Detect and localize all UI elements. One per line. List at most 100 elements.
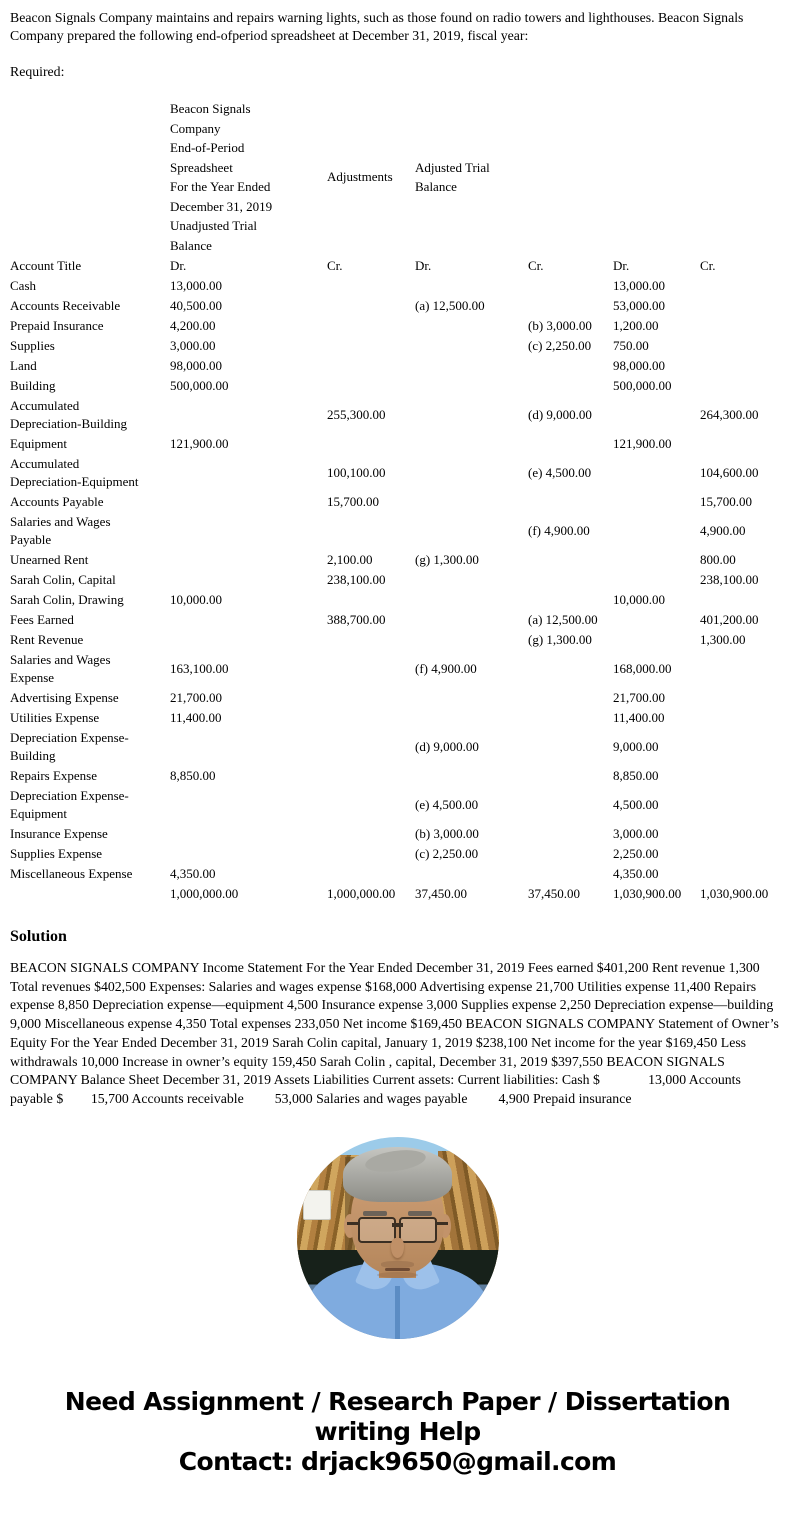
company-name: Beacon Signals Company	[170, 101, 251, 136]
amount-cell: 238,100.00	[700, 572, 759, 587]
table-row: Accounts Payable 15,700.00 15,700.00	[10, 492, 794, 512]
column-header-row: Account Title Dr. Cr. Dr. Cr. Dr. Cr.	[10, 256, 794, 276]
amount-cell: 10,000.00	[170, 592, 222, 607]
photo-glasses-bridge	[392, 1222, 403, 1227]
amount-cell: 13,000.00	[613, 278, 665, 293]
footer-line-1: Need Assignment / Research Paper / Disse…	[64, 1387, 731, 1416]
amount-cell	[415, 336, 528, 356]
amount-cell	[700, 824, 794, 844]
amount-cell	[613, 610, 700, 630]
totals-row: 1,000,000.00 1,000,000.00 37,450.00 37,450.…	[10, 884, 794, 904]
amount-cell: 1,200.00	[613, 318, 659, 333]
amount-cell: 11,400.00	[170, 710, 222, 725]
amount-cell: 53,000.00	[613, 298, 665, 313]
amount-cell: 255,300.00	[327, 407, 386, 422]
adjusted-group-cell: Adjusted Trial Balance	[415, 98, 528, 256]
amount-cell	[528, 786, 613, 824]
amount-cell	[415, 570, 528, 590]
amount-cell: 1,300.00	[700, 632, 746, 647]
account-title-cell: Depreciation Expense-Building	[10, 730, 129, 763]
amount-cell	[327, 630, 415, 650]
amount-cell: 1,030,900.00	[613, 886, 682, 901]
statement-name: End-of-Period Spreadsheet	[170, 140, 245, 175]
table-row: Equipment 121,900.00 121,900.00	[10, 434, 794, 454]
amount-cell	[327, 356, 415, 376]
spreadsheet-title: Beacon Signals Company End-of-Period Spr…	[170, 99, 288, 255]
amount-cell: 163,100.00	[170, 661, 229, 676]
amount-cell	[415, 630, 528, 650]
amount-cell	[327, 434, 415, 454]
amount-cell: (f) 4,900.00	[415, 661, 477, 676]
account-title-cell: Cash	[10, 278, 36, 293]
amount-cell: 21,700.00	[613, 690, 665, 705]
column-header-dr: Dr.	[613, 258, 630, 273]
amount-cell	[613, 550, 700, 570]
table-row: Sarah Colin, Capital 238,100.00 238,100.00	[10, 570, 794, 590]
amount-cell	[700, 376, 794, 396]
account-title-cell: Rent Revenue	[10, 632, 84, 647]
amount-cell	[528, 550, 613, 570]
amount-cell	[327, 376, 415, 396]
amount-cell	[415, 276, 528, 296]
column-header-cr: Cr.	[528, 258, 544, 273]
amount-cell	[700, 316, 794, 336]
amount-cell	[170, 610, 327, 630]
amount-cell: 4,500.00	[613, 797, 659, 812]
amount-cell: 4,350.00	[170, 866, 216, 881]
amount-cell	[170, 630, 327, 650]
amount-cell: (d) 9,000.00	[528, 407, 592, 422]
amount-cell	[170, 570, 327, 590]
amount-cell: 4,350.00	[613, 866, 659, 881]
photo-glasses-lens-right	[398, 1216, 437, 1243]
amount-cell: 8,850.00	[170, 768, 216, 783]
amount-cell: 750.00	[613, 338, 649, 353]
amount-cell	[528, 296, 613, 316]
unadjusted-group-label: Unadjusted Trial Balance	[170, 218, 258, 253]
amount-cell: 40,500.00	[170, 298, 222, 313]
table-row: Unearned Rent 2,100.00 (g) 1,300.00 800.00	[10, 550, 794, 570]
spreadsheet-title-cell: Beacon Signals Company End-of-Period Spr…	[170, 98, 327, 256]
photo-shirt-placket	[395, 1286, 400, 1339]
table-row: Accumulated Depreciation-Building 255,300…	[10, 396, 794, 434]
amount-cell: (e) 4,500.00	[415, 797, 479, 812]
amount-cell	[700, 688, 794, 708]
column-header-account-title: Account Title	[10, 258, 82, 273]
column-header-cr: Cr.	[700, 258, 716, 273]
empty-cell	[700, 98, 794, 256]
amount-cell: 1,000,000.00	[327, 886, 396, 901]
account-title-cell: Prepaid Insurance	[10, 318, 104, 333]
photo-nose	[391, 1238, 404, 1259]
amount-cell: 238,100.00	[327, 572, 386, 587]
account-title-cell: Land	[10, 358, 37, 373]
amount-cell: 15,700.00	[700, 494, 752, 509]
amount-cell	[327, 296, 415, 316]
amount-cell	[415, 316, 528, 336]
column-header-cr: Cr.	[327, 258, 343, 273]
amount-cell	[170, 454, 327, 492]
account-title-cell: Salaries and Wages Expense	[10, 652, 111, 685]
amount-cell: 2,100.00	[327, 552, 373, 567]
account-title-cell: Unearned Rent	[10, 552, 89, 567]
account-title-cell: Fees Earned	[10, 612, 74, 627]
amount-cell	[528, 766, 613, 786]
amount-cell	[170, 786, 327, 824]
amount-cell: (a) 12,500.00	[528, 612, 598, 627]
amount-cell	[415, 766, 528, 786]
table-row: Accounts Receivable 40,500.00 (a) 12,500.0…	[10, 296, 794, 316]
account-title-cell: Insurance Expense	[10, 826, 108, 841]
spreadsheet-header-row: Beacon Signals Company End-of-Period Spr…	[10, 98, 794, 256]
empty-cell	[528, 98, 613, 256]
amount-cell	[327, 650, 415, 688]
table-row: Accumulated Depreciation-Equipment 100,10…	[10, 454, 794, 492]
amount-cell: 104,600.00	[700, 465, 759, 480]
amount-cell	[700, 708, 794, 728]
account-title-cell: Salaries and Wages Payable	[10, 514, 111, 547]
amount-cell	[700, 296, 794, 316]
amount-cell: (d) 9,000.00	[415, 739, 479, 754]
amount-cell: 21,700.00	[170, 690, 222, 705]
amount-cell: (g) 1,300.00	[528, 632, 592, 647]
footer-line-3: Contact: drjack9650@gmail.com	[178, 1447, 617, 1476]
amount-cell	[700, 650, 794, 688]
account-title-cell: Sarah Colin, Drawing	[10, 592, 124, 607]
